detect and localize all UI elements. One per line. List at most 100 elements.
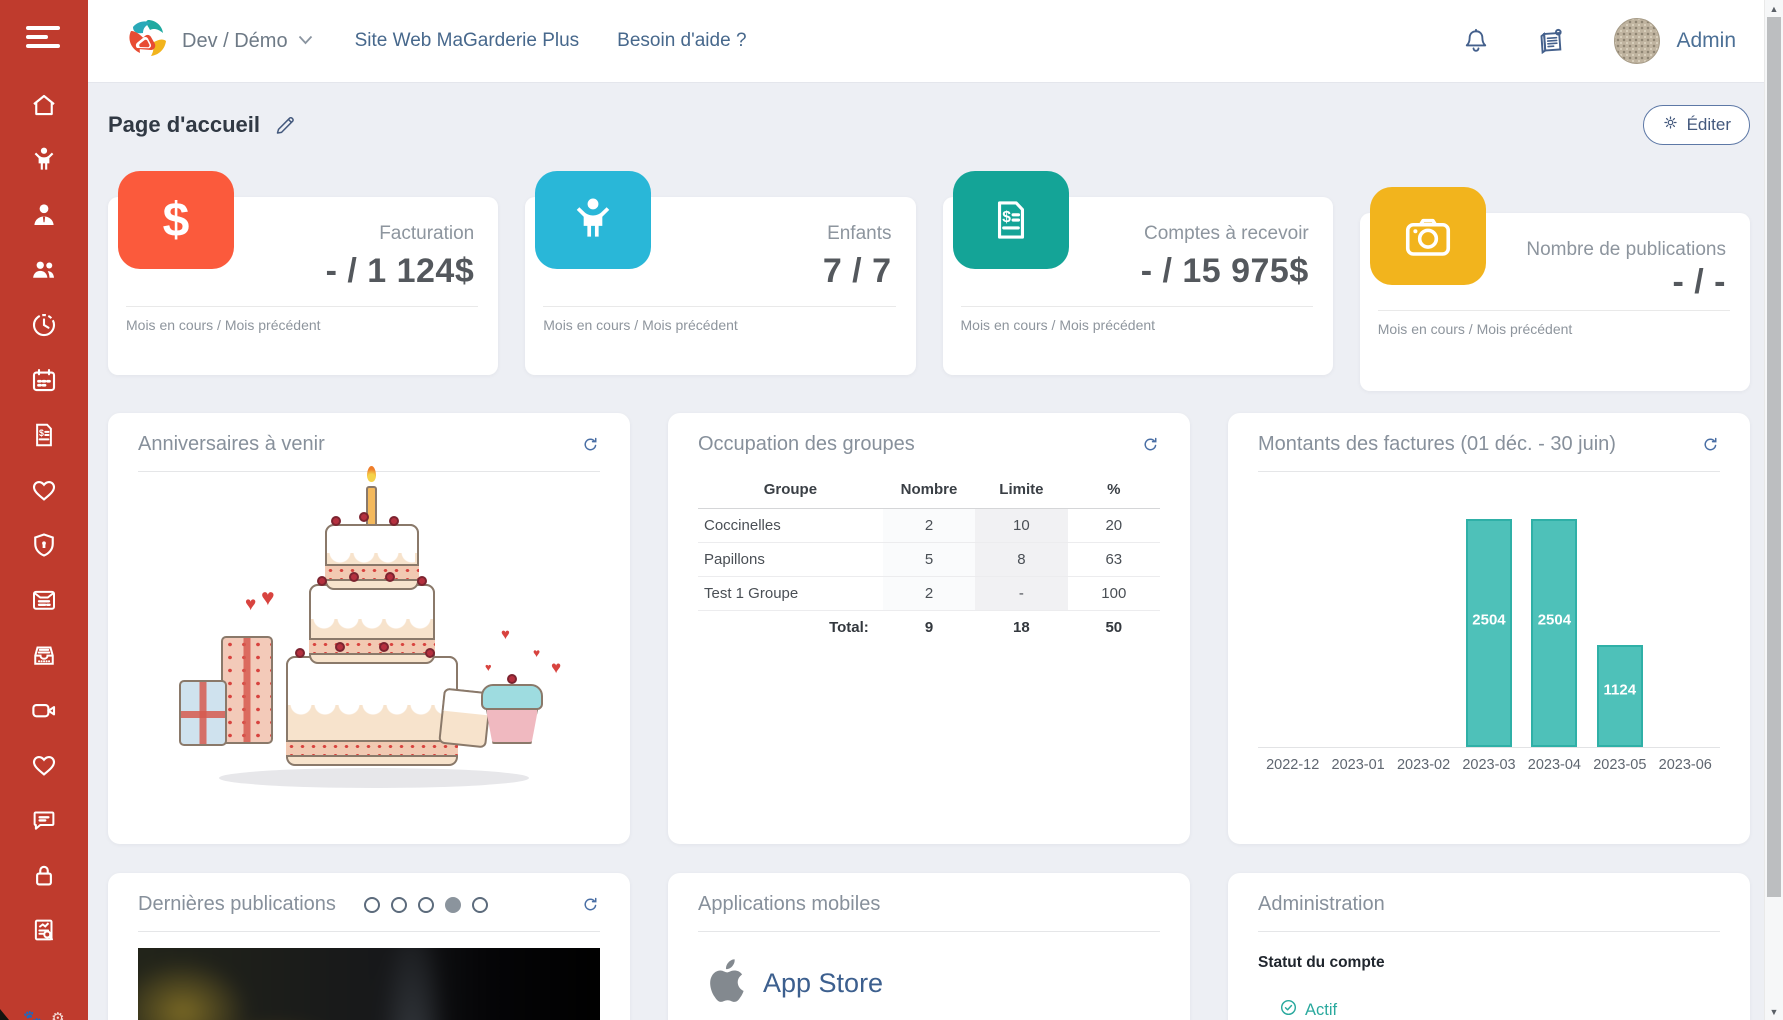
chart-slot: 2504 bbox=[1456, 506, 1521, 747]
video-camera-icon bbox=[29, 695, 59, 730]
user-avatar[interactable] bbox=[1614, 18, 1661, 64]
chart-slot: 1124 bbox=[1587, 506, 1652, 747]
widget-administration: Administration Statut du compte Actif bbox=[1228, 873, 1750, 1020]
refresh-icon[interactable] bbox=[1701, 435, 1720, 454]
vertical-scrollbar[interactable]: ▲ ▼ bbox=[1764, 0, 1783, 1020]
gift-illustration bbox=[221, 636, 273, 744]
bar-value-label: 1124 bbox=[1603, 681, 1637, 699]
sidebar-item-health[interactable] bbox=[28, 476, 60, 508]
x-axis-tick-label: 2023-06 bbox=[1658, 757, 1712, 773]
status-badge: Actif bbox=[1305, 1000, 1338, 1019]
scroll-down-arrow[interactable]: ▼ bbox=[1769, 1006, 1779, 1017]
invoice-icon: $ bbox=[952, 171, 1069, 269]
nav-link-help[interactable]: Besoin d'aide ? bbox=[617, 30, 747, 51]
edit-pencil-icon[interactable] bbox=[273, 113, 297, 137]
refresh-icon[interactable] bbox=[581, 435, 600, 454]
x-axis-tick-label: 2023-02 bbox=[1396, 757, 1451, 773]
dollar-icon: $ bbox=[118, 171, 234, 269]
sidebar-item-billing[interactable]: $ bbox=[28, 421, 60, 453]
nombre-cell: 2 bbox=[882, 576, 976, 611]
sidebar-item-groups[interactable] bbox=[28, 256, 60, 288]
sidebar-item-schedule[interactable] bbox=[28, 311, 60, 343]
stat-cards-row: $ Facturation - / 1 124$ Mois en cours /… bbox=[108, 171, 1750, 391]
stat-value: - / 1 124$ bbox=[325, 252, 475, 290]
news-board-icon[interactable] bbox=[1535, 25, 1568, 58]
sidebar-item-archive[interactable] bbox=[28, 641, 60, 673]
chart-slot bbox=[1653, 506, 1718, 747]
carousel-dot[interactable] bbox=[390, 896, 407, 913]
invoice-bar: 1124 bbox=[1596, 645, 1643, 747]
widget-title: Dernières publications bbox=[138, 893, 336, 915]
app-store-link[interactable]: App Store bbox=[698, 958, 1160, 1009]
x-axis-tick-label: 2022-12 bbox=[1266, 757, 1320, 773]
archive-box-icon bbox=[29, 640, 59, 675]
home-icon bbox=[29, 90, 59, 125]
content-area: Page d'accueil Éditer $ Facturation - / … bbox=[88, 82, 1764, 1020]
chevron-down-icon bbox=[298, 32, 313, 50]
sidebar-item-messages[interactable] bbox=[28, 586, 60, 618]
stat-card-publications: Nombre de publications - / - Mois en cou… bbox=[1359, 187, 1750, 391]
refresh-icon[interactable] bbox=[581, 895, 600, 914]
stat-caption: Mois en cours / Mois précédent bbox=[1377, 321, 1573, 337]
child-icon bbox=[535, 171, 652, 269]
total-label: Total: bbox=[829, 619, 869, 636]
notifications-bell-icon[interactable] bbox=[1461, 26, 1491, 56]
chart-slot bbox=[1391, 506, 1456, 747]
clock-icon bbox=[29, 310, 59, 345]
stat-caption: Mois en cours / Mois précédent bbox=[126, 317, 321, 333]
scroll-up-arrow[interactable]: ▲ bbox=[1769, 3, 1779, 14]
column-header: Nombre bbox=[882, 471, 976, 509]
stat-caption: Mois en cours / Mois précédent bbox=[960, 317, 1156, 333]
sidebar-item-privacy[interactable] bbox=[28, 861, 60, 893]
carousel-dot-active[interactable] bbox=[444, 896, 461, 913]
edit-button[interactable]: Éditer bbox=[1642, 105, 1750, 145]
percent-cell: 20 bbox=[1067, 508, 1160, 543]
table-total-row: Total: 9 18 50 bbox=[698, 611, 1160, 645]
scrollbar-thumb[interactable] bbox=[1767, 17, 1781, 897]
total-limite: 18 bbox=[1013, 619, 1030, 636]
group-name-cell: Coccinelles bbox=[698, 508, 883, 543]
column-header: % bbox=[1067, 471, 1160, 509]
sidebar-item-staff[interactable] bbox=[28, 201, 60, 233]
report-icon bbox=[29, 915, 59, 950]
gear-icon: ⚙ bbox=[51, 1010, 65, 1020]
shield-icon bbox=[29, 530, 59, 565]
publication-photo[interactable] bbox=[138, 948, 600, 1020]
camera-icon bbox=[1369, 187, 1486, 285]
cupcake-illustration bbox=[485, 704, 539, 744]
stat-card-billing: $ Facturation - / 1 124$ Mois en cours /… bbox=[108, 171, 499, 375]
chart-slot: 2504 bbox=[1522, 506, 1587, 747]
edit-button-label: Éditer bbox=[1686, 115, 1731, 134]
widget-title: Administration bbox=[1258, 893, 1385, 915]
sidebar-item-favorites[interactable] bbox=[28, 751, 60, 783]
hamburger-menu-icon[interactable] bbox=[26, 24, 62, 55]
carousel-dot[interactable] bbox=[417, 896, 434, 913]
bar-value-label: 2504 bbox=[1472, 611, 1506, 629]
org-switcher[interactable]: Dev / Démo bbox=[124, 15, 313, 68]
stat-value: - / 15 975$ bbox=[1140, 252, 1309, 290]
stat-value: - / - bbox=[1672, 263, 1726, 301]
sidebar-item-reports[interactable] bbox=[28, 916, 60, 948]
column-header: Groupe bbox=[698, 471, 883, 509]
nav-link-website[interactable]: Site Web MaGarderie Plus bbox=[354, 30, 580, 51]
carousel-dot[interactable] bbox=[363, 896, 380, 913]
sidebar-item-calendar[interactable] bbox=[28, 366, 60, 398]
widgets-row: Dernières publications Applications mobi… bbox=[108, 873, 1750, 1020]
sidebar-item-children[interactable] bbox=[28, 146, 60, 178]
stat-label: Facturation bbox=[379, 223, 475, 244]
refresh-icon[interactable] bbox=[1141, 435, 1160, 454]
sidebar-item-home[interactable] bbox=[28, 91, 60, 123]
stat-caption: Mois en cours / Mois précédent bbox=[543, 317, 738, 333]
lock-icon bbox=[29, 860, 59, 895]
app-logo bbox=[124, 15, 172, 68]
sidebar-item-chat[interactable] bbox=[28, 806, 60, 838]
limite-cell: 8 bbox=[975, 542, 1068, 577]
sidebar-item-video[interactable] bbox=[28, 696, 60, 728]
carousel-dot[interactable] bbox=[471, 896, 488, 913]
top-header: Dev / Démo Site Web MaGarderie Plus Beso… bbox=[88, 0, 1764, 82]
limite-cell: 10 bbox=[975, 508, 1068, 543]
column-header: Limite bbox=[975, 471, 1068, 509]
svg-text:$: $ bbox=[39, 427, 44, 437]
sidebar-item-security[interactable] bbox=[28, 531, 60, 563]
main-column: Dev / Démo Site Web MaGarderie Plus Beso… bbox=[88, 0, 1764, 1020]
